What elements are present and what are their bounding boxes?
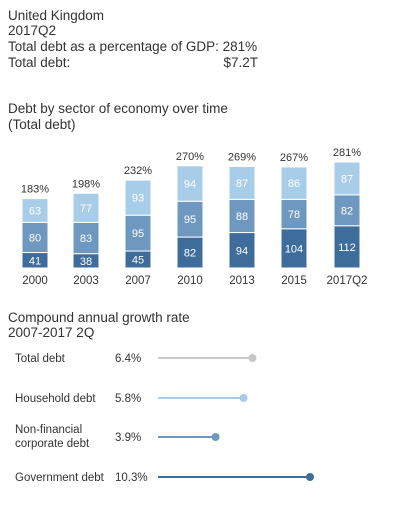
total-label-2000: 183% xyxy=(21,184,49,196)
bar-segment-corporate-2007 xyxy=(124,214,152,252)
cagr-label-3-0: Government debt xyxy=(15,472,105,484)
stacked-chart-title: Debt by sector of economy over time xyxy=(8,101,228,116)
cagr-chart: Total debt 6.4% Household debt 5.8% Non-fina… xyxy=(15,353,314,484)
bar-segment-household-2015 xyxy=(280,166,308,200)
data-label-corporate-2015: 78 xyxy=(288,209,300,221)
x-tick-label-2015: 2015 xyxy=(281,275,307,287)
cagr-dot-3 xyxy=(306,473,314,481)
data-label-government-2015: 104 xyxy=(285,243,303,255)
period-label: 2017Q2 xyxy=(8,23,57,38)
bar-segment-government-2015 xyxy=(280,228,308,269)
bar-segment-government-2010 xyxy=(176,236,204,269)
data-label-corporate-2013: 88 xyxy=(236,211,248,223)
data-label-government-2010: 82 xyxy=(184,248,196,260)
bar-segment-government-2013 xyxy=(228,232,256,269)
data-label-household-2000: 63 xyxy=(29,205,41,217)
data-label-household-2007: 93 xyxy=(132,193,144,205)
cagr-value-2: 3.9% xyxy=(115,432,141,444)
data-label-household-2017Q2: 87 xyxy=(341,173,353,185)
bar-segment-corporate-2010 xyxy=(176,200,204,238)
data-label-household-2003: 77 xyxy=(80,203,92,215)
cagr-dot-0 xyxy=(248,354,257,362)
country-name: United Kingdom xyxy=(8,8,105,23)
debt-pct-label: Total debt as a percentage of GDP: xyxy=(8,39,219,54)
data-label-corporate-2007: 95 xyxy=(132,228,144,240)
cagr-value-1: 5.8% xyxy=(115,393,141,405)
bar-segment-corporate-2013 xyxy=(228,198,256,234)
stacked-chart-subtitle: (Total debt) xyxy=(8,117,76,132)
cagr-label-2-0: Non-financial xyxy=(15,424,82,436)
cagr-value-3: 10.3% xyxy=(115,472,148,484)
debt-pct-value: 281% xyxy=(222,39,258,54)
cagr-label-2-1: corporate debt xyxy=(15,438,90,450)
total-debt-label: Total debt: xyxy=(8,55,71,70)
bar-segment-corporate-2015 xyxy=(280,198,308,230)
x-tick-label-2013: 2013 xyxy=(229,275,255,287)
stacked-bar-chart: 41 80 63 183% 2000 38 83 77 198% 2003 45 95 93 232% 20… xyxy=(21,147,368,287)
data-label-government-2017Q2: 112 xyxy=(338,242,356,254)
x-tick-label-2003: 2003 xyxy=(73,275,99,287)
data-label-household-2015: 86 xyxy=(288,178,300,190)
total-label-2013: 269% xyxy=(228,152,256,164)
x-tick-label-2000: 2000 xyxy=(22,275,48,287)
total-debt-value: $7.2T xyxy=(223,55,258,70)
bar-segment-household-2007 xyxy=(124,179,152,216)
data-label-corporate-2017Q2: 82 xyxy=(341,205,353,217)
cagr-label-1-0: Household debt xyxy=(15,393,96,405)
data-label-government-2003: 38 xyxy=(80,256,92,268)
x-tick-label-2017Q2: 2017Q2 xyxy=(327,275,368,287)
total-label-2010: 270% xyxy=(176,151,204,163)
total-label-2003: 198% xyxy=(72,178,100,190)
bar-segment-corporate-2017Q2 xyxy=(333,194,361,227)
bar-segment-household-2000 xyxy=(21,198,49,223)
bar-segment-household-2013 xyxy=(228,166,256,200)
cagr-title: Compound annual growth rate xyxy=(8,310,190,325)
data-label-household-2013: 87 xyxy=(236,178,248,190)
bar-segment-household-2003 xyxy=(72,192,100,223)
bar-segment-government-2017Q2 xyxy=(333,225,361,269)
bar-segment-corporate-2003 xyxy=(72,221,100,255)
total-label-2017Q2: 281% xyxy=(333,147,361,159)
data-label-government-2007: 45 xyxy=(132,255,144,267)
data-label-corporate-2010: 95 xyxy=(184,214,196,226)
bar-segment-household-2010 xyxy=(176,165,204,202)
debt-pct-row: Total debt as a percentage of GDP: 281% xyxy=(8,39,257,54)
total-label-2007: 232% xyxy=(124,165,152,177)
bar-segment-household-2017Q2 xyxy=(333,161,361,196)
cagr-subtitle: 2007-2017 2Q xyxy=(8,325,95,340)
cagr-dot-1 xyxy=(239,394,248,402)
x-tick-label-2007: 2007 xyxy=(125,275,151,287)
data-label-government-2000: 41 xyxy=(29,255,41,267)
data-label-corporate-2003: 83 xyxy=(80,233,92,245)
data-label-government-2013: 94 xyxy=(236,245,248,257)
total-label-2015: 267% xyxy=(280,152,308,164)
cagr-dot-2 xyxy=(211,433,220,441)
cagr-value-0: 6.4% xyxy=(115,353,141,365)
x-tick-label-2010: 2010 xyxy=(177,275,203,287)
cagr-label-0-0: Total debt xyxy=(15,353,66,365)
data-label-corporate-2000: 80 xyxy=(29,232,41,244)
data-label-household-2010: 94 xyxy=(184,179,196,191)
